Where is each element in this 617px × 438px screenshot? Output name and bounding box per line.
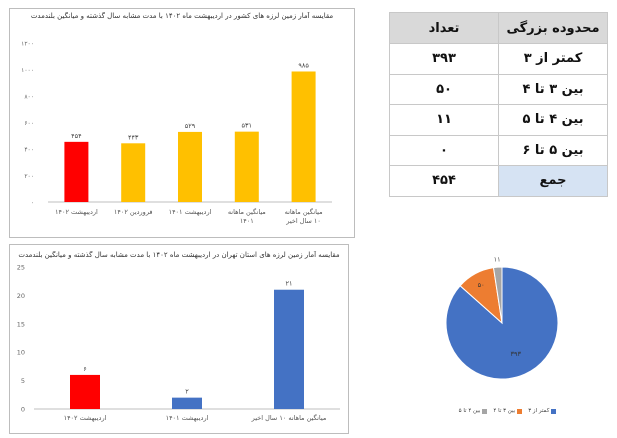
category-label: میانگین ماهانه (285, 208, 323, 216)
y-tick-label: ۱۲۰۰ (21, 41, 34, 48)
legend-item: بین ۴ تا ۵ (459, 408, 488, 414)
data-label: ۲ (185, 388, 189, 396)
row-count: ۱۱ (389, 104, 499, 136)
y-tick-label: ۲۰۰ (24, 173, 34, 180)
row-count: ۰ (389, 134, 499, 166)
chart1-plot: ۰ ۲۰۰ ۴۰۰ ۶۰۰ ۸۰۰ ۱۰۰۰ ۱۲۰۰ ۴۵۴ اردیبهشت ۱۴۰۲ ۴۴۳… (21, 41, 332, 225)
legend-swatch (551, 408, 557, 414)
legend-label: بین ۴ تا ۵ (458, 408, 481, 414)
bar (178, 131, 202, 202)
magnitude-table: محدوده بزرگی تعداد کمتر از ۳ ۳۹۳ بین ۳ ت… (389, 12, 608, 197)
magnitude-pie-chart: ۳۹۳ ۵۰ ۱۱ کمتر از ۳ بین ۳ تا ۴ بین ۴ تا ۵ (405, 245, 610, 433)
pie-plot: ۳۹۳ ۵۰ ۱۱ (445, 256, 559, 380)
bar (172, 397, 202, 409)
row-category: بین ۴ تا ۵ (498, 104, 608, 136)
category-label: اردیبهشت ۱۴۰۲ (64, 414, 107, 422)
bar (121, 143, 146, 202)
table-header-row: محدوده بزرگی تعداد (389, 12, 608, 44)
bar (70, 374, 100, 409)
table-row: کمتر از ۳ ۳۹۳ (389, 43, 608, 75)
data-label: ۲۱ (286, 280, 293, 288)
y-tick-label: ۶۰۰ (24, 120, 34, 127)
chart1-title: مقایسه آمار زمین لرزه های کشور در اردیبه… (30, 12, 334, 20)
category-label: ۱۰ سال اخیر (285, 217, 321, 225)
pie-data-label: ۳۹۳ (511, 350, 522, 358)
category-label: فروردین ۱۴۰۲ (114, 208, 153, 216)
legend-swatch (482, 408, 488, 414)
table-row: بین ۳ تا ۴ ۵۰ (389, 73, 608, 105)
y-tick-label: ۰ (31, 200, 34, 207)
data-label: ۴۴۳ (128, 133, 139, 141)
row-count: ۳۹۳ (389, 43, 499, 75)
y-tick-label: ۱۰۰۰ (21, 67, 34, 74)
category-label: اردیبهشت ۱۴۰۱ (166, 414, 209, 422)
y-tick-label: ۸۰۰ (24, 94, 34, 101)
row-count: ۵۰ (389, 73, 499, 105)
bar (274, 289, 304, 409)
tehran-earthquake-chart: مقایسه آمار زمین لرزه های استان تهران در… (9, 244, 349, 434)
category-label: میانگین ماهانه ۱۰ سال اخیر (251, 414, 327, 422)
legend-item: کمتر از ۳ (528, 408, 557, 414)
total-value: ۴۵۴ (389, 165, 499, 197)
category-label: اردیبهشت ۱۴۰۲ (55, 208, 98, 216)
chart2-title: مقایسه آمار زمین لرزه های استان تهران در… (18, 251, 340, 259)
data-label: ۵۲۹ (185, 122, 196, 130)
pie-data-label: ۵۰ (478, 281, 485, 289)
header-count: تعداد (389, 12, 499, 44)
bar (234, 131, 259, 202)
table-row: بین ۴ تا ۵ ۱۱ (389, 104, 608, 136)
legend-label: بین ۳ تا ۴ (493, 408, 516, 414)
row-category: بین ۵ تا ۶ (498, 134, 608, 166)
total-label: جمع (498, 165, 608, 197)
y-tick-label: 20 (17, 292, 25, 300)
pie-legend: کمتر از ۳ بین ۳ تا ۴ بین ۴ تا ۵ (405, 408, 610, 414)
category-label: ۱۴۰۱ (240, 217, 254, 225)
legend-label: کمتر از ۳ (528, 408, 550, 414)
table-row: بین ۵ تا ۶ ۰ (389, 134, 608, 166)
y-tick-label: 10 (17, 349, 25, 357)
category-label: اردیبهشت ۱۴۰۱ (169, 208, 212, 216)
y-tick-label: 15 (17, 320, 25, 328)
header-category: محدوده بزرگی (498, 12, 608, 44)
pie-slice (492, 266, 503, 324)
legend-item: بین ۳ تا ۴ (493, 408, 523, 414)
bar (291, 71, 316, 202)
y-tick-label: 5 (21, 377, 25, 385)
data-label: ۵۳۱ (242, 122, 252, 130)
y-tick-label: 0 (21, 406, 25, 414)
row-category: بین ۳ تا ۴ (498, 73, 608, 105)
national-earthquake-chart: مقایسه آمار زمین لرزه های کشور در اردیبه… (9, 8, 355, 238)
y-tick-label: ۴۰۰ (24, 147, 34, 154)
category-label: میانگین ماهانه (228, 208, 266, 216)
row-category: کمتر از ۳ (498, 43, 608, 75)
data-label: ۶ (83, 365, 87, 373)
y-tick-label: 25 (17, 264, 25, 272)
data-label: ۹۸۵ (298, 61, 309, 69)
table-total-row: جمع ۴۵۴ (389, 165, 608, 197)
pie-data-label: ۱۱ (494, 256, 501, 264)
data-label: ۴۵۴ (71, 132, 82, 140)
chart2-plot: 0 5 10 15 20 25 ۶ اردیبهشت ۱۴۰۲ ۲ اردیبهشت ۱۴۰۱ ۲۱… (17, 264, 340, 422)
legend-swatch (517, 408, 523, 414)
bar (64, 141, 89, 202)
